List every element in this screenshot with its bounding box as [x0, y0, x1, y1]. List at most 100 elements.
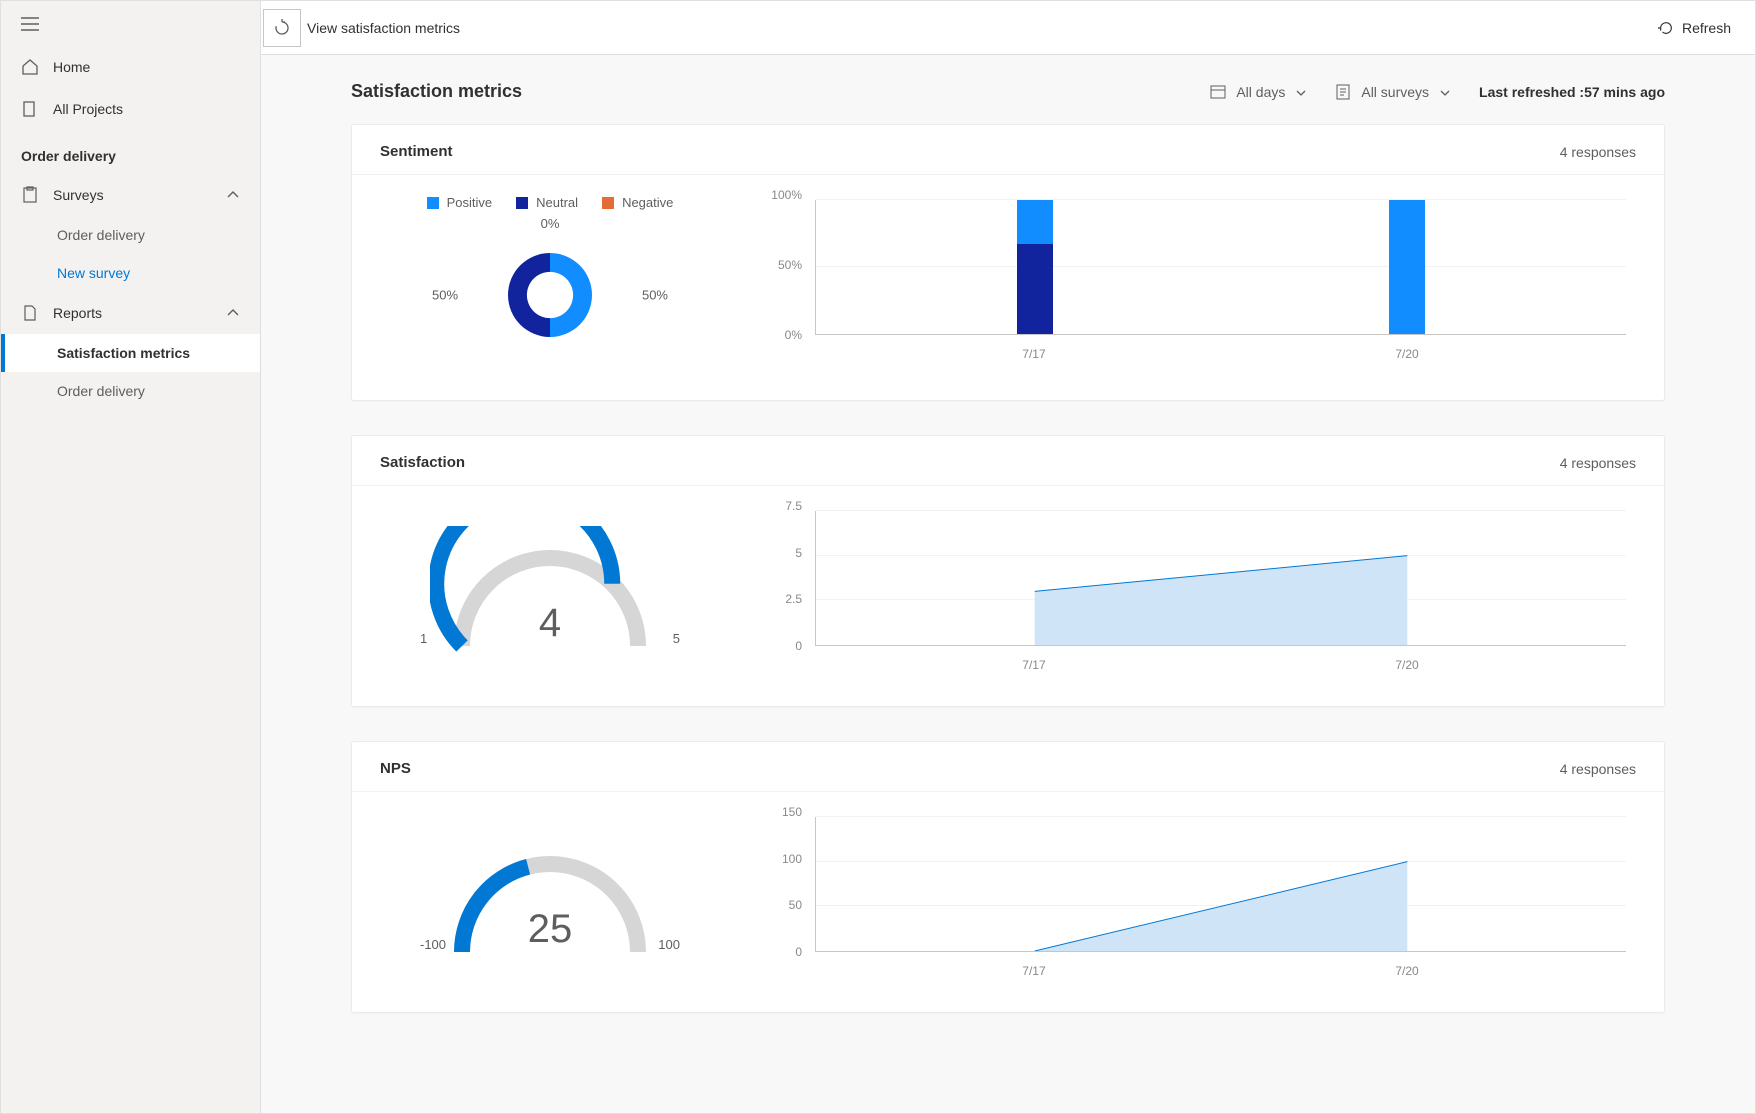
- donut-chart: [490, 235, 610, 355]
- sidebar-report-item[interactable]: Order delivery: [1, 372, 260, 410]
- bar-segment: [1017, 244, 1053, 334]
- x-label: 7/17: [1022, 964, 1045, 978]
- sidebar-group-surveys[interactable]: Surveys: [1, 174, 260, 216]
- gauge-min: 1: [420, 631, 427, 646]
- card-satisfaction: Satisfaction 4 responses 1 5 4 0 2.5 5 7.5 7…: [351, 435, 1665, 707]
- chevron-down-icon: [1295, 86, 1307, 98]
- donut-label-left: 50%: [432, 288, 458, 303]
- chevron-up-icon: [226, 188, 240, 202]
- topbar: View satisfaction metrics Refresh: [261, 1, 1755, 55]
- back-button[interactable]: [263, 9, 301, 47]
- card-sentiment: Sentiment 4 responses Positive Neutral Neg…: [351, 124, 1665, 401]
- nps-gauge-area: -100 100 25: [380, 812, 720, 982]
- donut-label-right: 50%: [642, 288, 668, 303]
- bar-segment: [1017, 200, 1053, 244]
- bar-segment: [1389, 200, 1425, 334]
- bar-group: [1389, 200, 1425, 334]
- card-title: NPS: [380, 760, 411, 777]
- y-tick: 0: [795, 945, 802, 959]
- gauge-max: 5: [673, 631, 680, 646]
- x-label: 7/20: [1395, 964, 1418, 978]
- legend-item: Neutral: [516, 195, 578, 210]
- y-tick: 7.5: [785, 499, 802, 513]
- gauge-value: 4: [539, 601, 561, 646]
- document-icon: [21, 304, 39, 322]
- y-tick: 5: [795, 546, 802, 560]
- clipboard-icon: [21, 186, 39, 204]
- refresh-button[interactable]: Refresh: [1658, 20, 1731, 36]
- hamburger-icon: [21, 17, 39, 31]
- card-title: Sentiment: [380, 143, 453, 160]
- card-responses: 4 responses: [1560, 144, 1636, 160]
- y-tick: 2.5: [785, 592, 802, 606]
- calendar-icon: [1210, 84, 1226, 100]
- satisfaction-area-chart: 02.557.57/177/20: [760, 506, 1636, 676]
- gauge-min: -100: [420, 937, 446, 952]
- legend-label: Positive: [447, 195, 493, 210]
- refresh-label: Refresh: [1682, 20, 1731, 36]
- filter-surveys[interactable]: All surveys: [1335, 84, 1451, 100]
- y-tick: 50%: [778, 258, 802, 272]
- y-tick: 0: [795, 639, 802, 653]
- filter-bar: All days All surveys L: [1210, 84, 1665, 100]
- sidebar-group-label: Reports: [53, 305, 102, 321]
- y-tick: 150: [782, 805, 802, 819]
- project-title: Order delivery: [1, 130, 260, 174]
- last-refreshed: Last refreshed :57 mins ago: [1479, 84, 1665, 100]
- legend-item: Positive: [427, 195, 493, 210]
- donut-label-top: 0%: [541, 216, 560, 231]
- sidebar-report-item[interactable]: Satisfaction metrics: [1, 334, 260, 372]
- filter-surveys-label: All surveys: [1361, 84, 1429, 100]
- x-label: 7/20: [1395, 658, 1418, 672]
- x-label: 7/17: [1022, 347, 1045, 361]
- gauge-max: 100: [658, 937, 680, 952]
- refresh-icon: [273, 19, 291, 37]
- chevron-down-icon: [1439, 86, 1451, 98]
- legend-label: Negative: [622, 195, 673, 210]
- nps-gauge: -100 100 25: [410, 812, 690, 962]
- card-responses: 4 responses: [1560, 761, 1636, 777]
- gauge-value: 25: [528, 907, 573, 952]
- legend-label: Neutral: [536, 195, 578, 210]
- legend-swatch: [516, 197, 528, 209]
- filter-days-label: All days: [1236, 84, 1285, 100]
- sidebar-group-reports[interactable]: Reports: [1, 292, 260, 334]
- y-tick: 100: [782, 852, 802, 866]
- hamburger-menu[interactable]: [1, 1, 260, 46]
- sidebar-item-home[interactable]: Home: [1, 46, 260, 88]
- y-tick: 50: [789, 898, 802, 912]
- nps-area-chart: 0501001507/177/20: [760, 812, 1636, 982]
- legend-item: Negative: [602, 195, 673, 210]
- satisfaction-gauge: 1 5 4: [410, 506, 690, 656]
- content: Satisfaction metrics All days: [261, 55, 1755, 1113]
- survey-icon: [1335, 84, 1351, 100]
- legend-swatch: [602, 197, 614, 209]
- projects-icon: [21, 100, 39, 118]
- satisfaction-gauge-area: 1 5 4: [380, 506, 720, 676]
- chevron-up-icon: [226, 306, 240, 320]
- sidebar: Home All Projects Order delivery Surveys…: [1, 1, 261, 1113]
- sentiment-bar-chart: 0%50%100%7/177/20: [760, 195, 1636, 365]
- main: View satisfaction metrics Refresh Satisf…: [261, 1, 1755, 1113]
- sidebar-survey-item[interactable]: Order delivery: [1, 216, 260, 254]
- sentiment-donut-area: Positive Neutral Negative 0% 50% 50%: [380, 195, 720, 370]
- card-nps: NPS 4 responses -100 100 25 0 50 100 150 7/1…: [351, 741, 1665, 1013]
- x-label: 7/17: [1022, 658, 1045, 672]
- y-tick: 100%: [771, 188, 802, 202]
- bar-group: [1017, 200, 1053, 334]
- home-icon: [21, 58, 39, 76]
- refresh-icon: [1658, 20, 1674, 36]
- sidebar-group-label: Surveys: [53, 187, 104, 203]
- card-responses: 4 responses: [1560, 455, 1636, 471]
- sidebar-item-label: Home: [53, 59, 90, 75]
- topbar-title: View satisfaction metrics: [307, 20, 460, 36]
- x-label: 7/20: [1395, 347, 1418, 361]
- card-title: Satisfaction: [380, 454, 465, 471]
- sidebar-item-label: All Projects: [53, 101, 123, 117]
- y-tick: 0%: [785, 328, 802, 342]
- sidebar-item-all-projects[interactable]: All Projects: [1, 88, 260, 130]
- sentiment-legend: Positive Neutral Negative: [427, 195, 674, 210]
- legend-swatch: [427, 197, 439, 209]
- sidebar-survey-new[interactable]: New survey: [1, 254, 260, 292]
- filter-days[interactable]: All days: [1210, 84, 1307, 100]
